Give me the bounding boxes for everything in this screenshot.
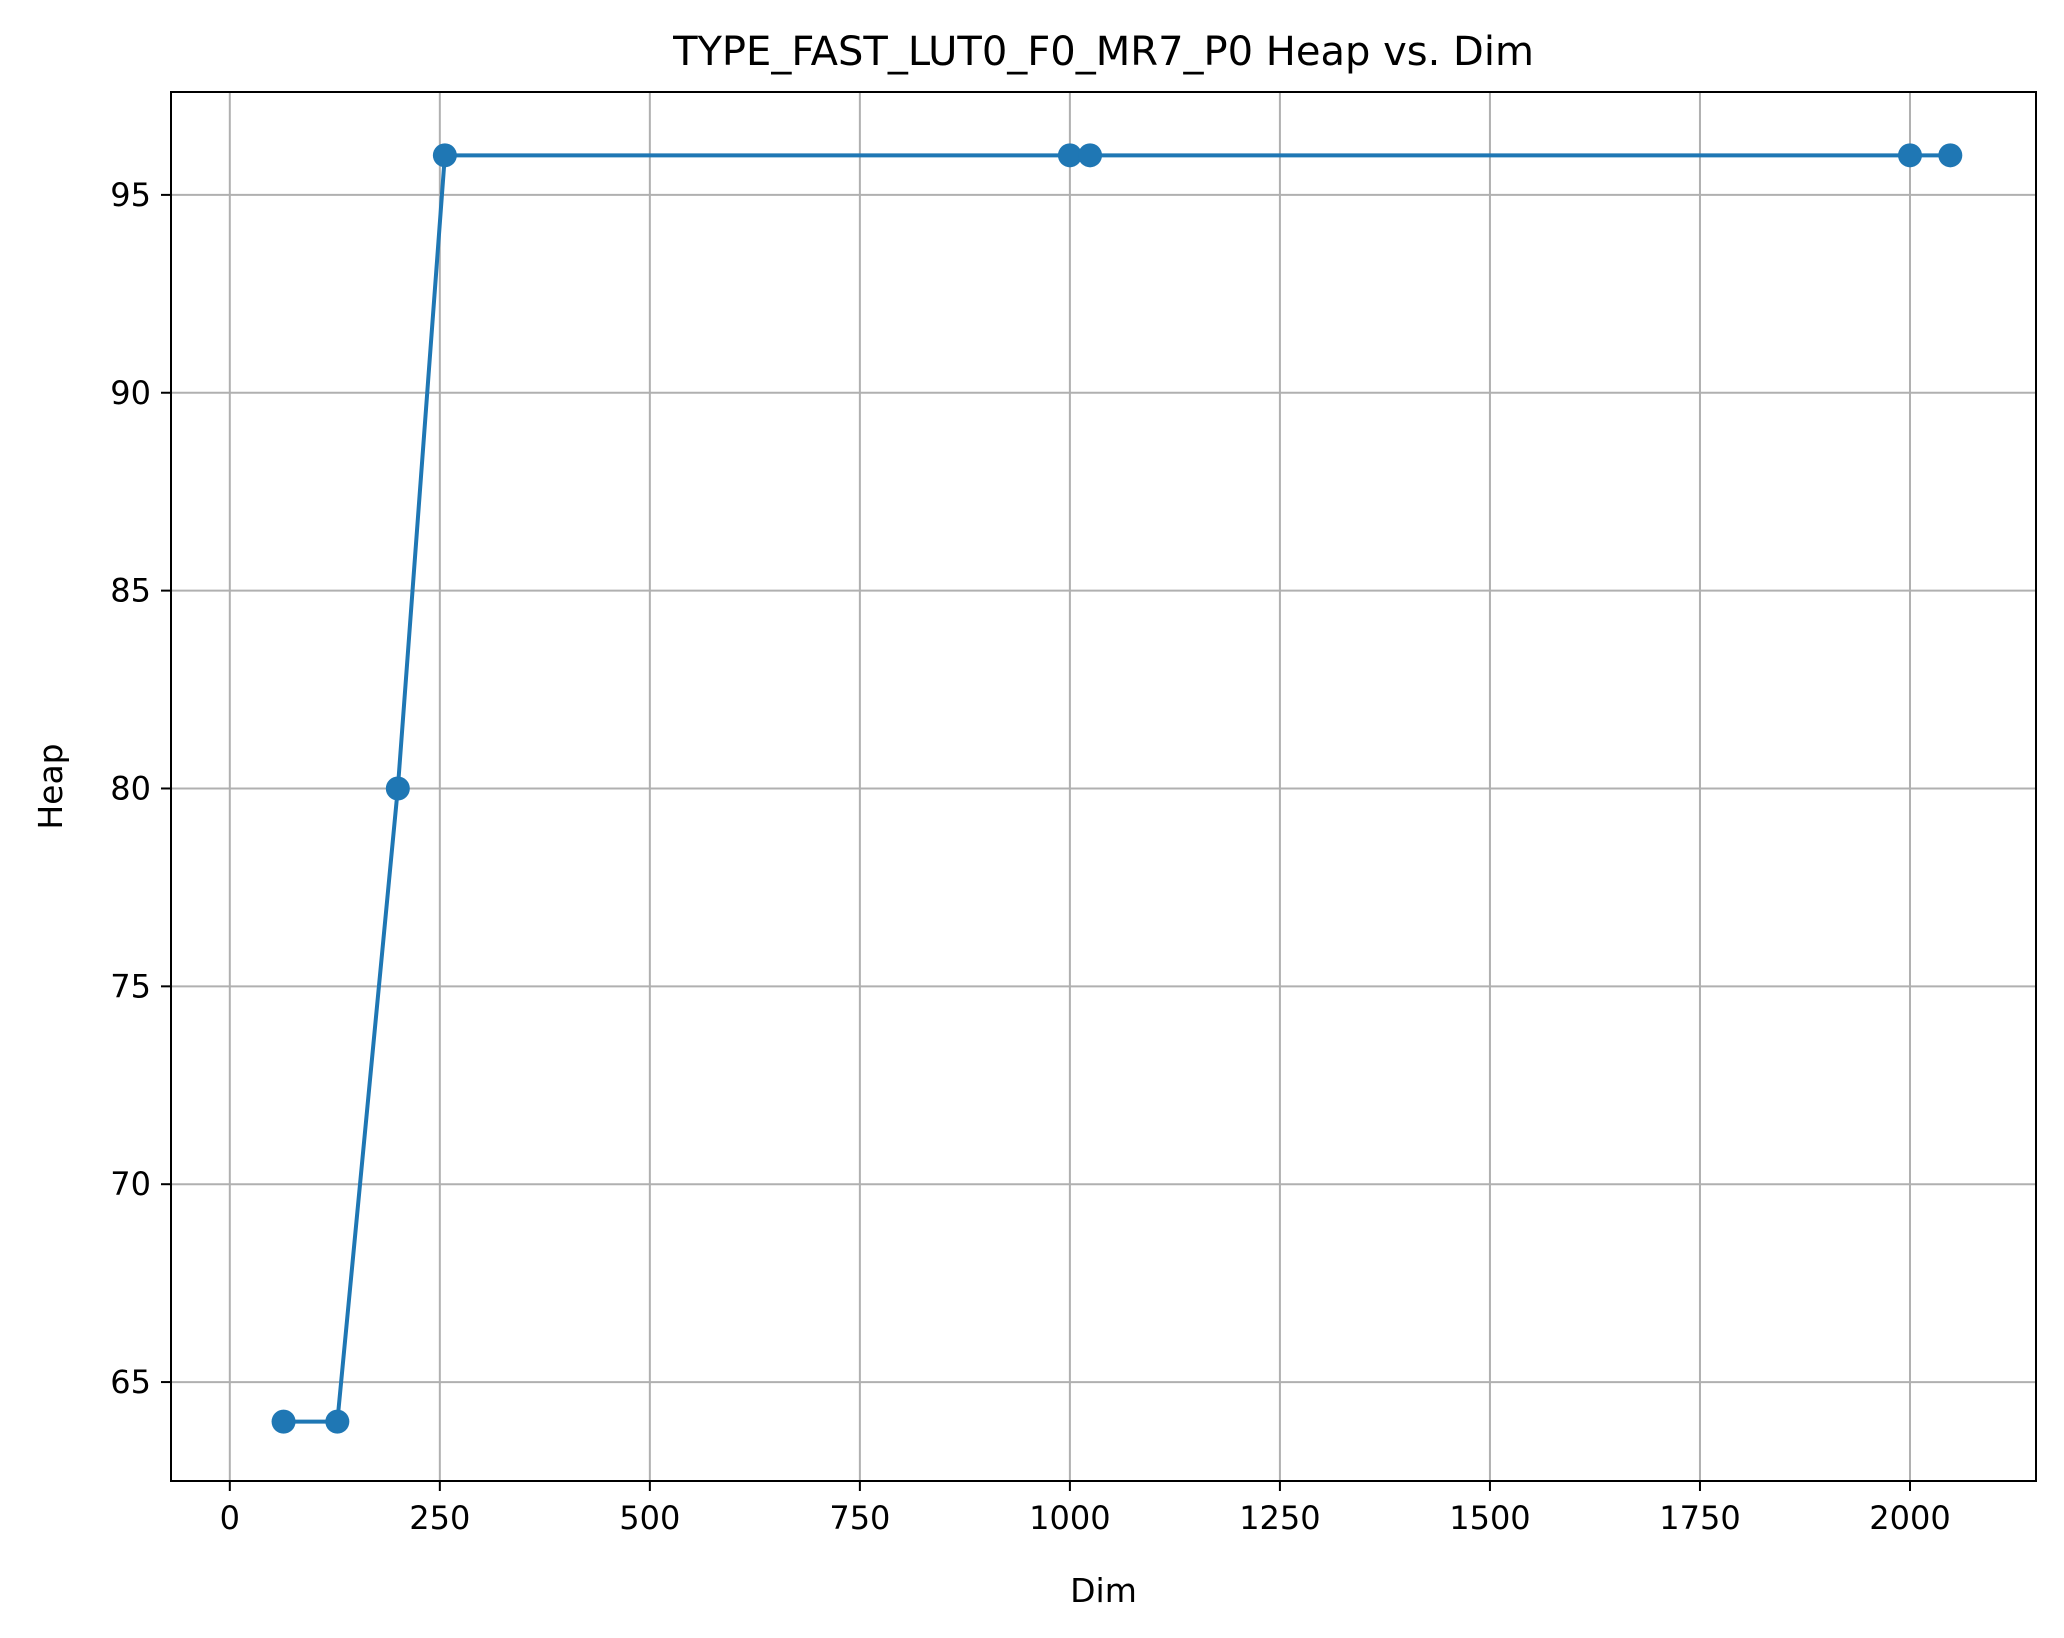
y-tick-label: 65 [110,1363,151,1401]
x-tick-label: 250 [409,1499,470,1537]
series-line [283,153,1951,1424]
x-tick-label: 1500 [1449,1499,1530,1537]
ticks: 0 250 500 750 1000 1250 1500 1750 2000 65 70 75 80 85… [110,176,1950,1537]
y-tick-label: 70 [110,1165,151,1203]
y-tick-label: 90 [110,374,151,412]
y-tick-label: 80 [110,769,151,807]
data-point [271,1409,296,1434]
data-point [385,776,410,801]
x-tick-label: 1000 [1029,1499,1110,1537]
data-point [1938,143,1963,168]
grid [171,92,2036,1481]
data-point [1057,143,1082,168]
series-layer [271,143,1963,1434]
x-tick-label: 1750 [1659,1499,1740,1537]
x-tick-label: 2000 [1869,1499,1950,1537]
x-axis-title: Dim [1070,1571,1137,1610]
x-tick-label: 750 [829,1499,890,1537]
x-tick-label: 1250 [1239,1499,1320,1537]
data-point [1078,143,1103,168]
y-tick-label: 95 [110,176,151,214]
x-tick-label: 0 [220,1499,240,1537]
y-tick-label: 85 [110,572,151,610]
data-point [1897,143,1922,168]
data-point [432,143,457,168]
data-point [325,1409,350,1434]
chart-title: TYPE_FAST_LUT0_F0_MR7_P0 Heap vs. Dim [672,29,1534,75]
plot-frame [170,91,2037,1482]
y-tick-label: 75 [110,967,151,1005]
y-axis-title: Heap [31,743,70,829]
x-tick-label: 500 [619,1499,680,1537]
